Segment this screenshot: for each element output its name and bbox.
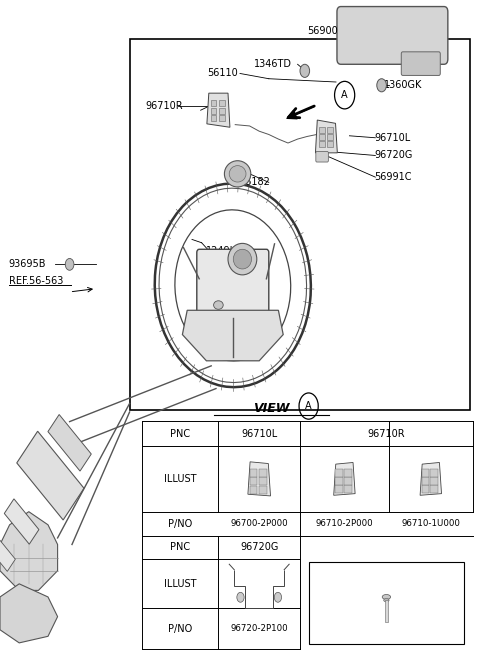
Text: 96720-2P100: 96720-2P100 bbox=[230, 625, 288, 633]
FancyBboxPatch shape bbox=[401, 52, 440, 75]
Bar bbox=[219, 115, 225, 121]
Text: ILLUST: ILLUST bbox=[164, 474, 196, 484]
Text: 96710-1U000: 96710-1U000 bbox=[401, 520, 460, 528]
Bar bbox=[319, 127, 325, 133]
Ellipse shape bbox=[384, 598, 389, 602]
Bar bbox=[319, 134, 325, 140]
Bar bbox=[335, 469, 343, 477]
Circle shape bbox=[65, 258, 74, 270]
Bar bbox=[384, 600, 388, 622]
Text: 96710R: 96710R bbox=[368, 428, 405, 439]
Bar bbox=[327, 141, 333, 147]
Polygon shape bbox=[4, 499, 39, 544]
Bar bbox=[319, 141, 325, 147]
Bar bbox=[421, 485, 429, 493]
Bar bbox=[430, 469, 438, 477]
Ellipse shape bbox=[214, 300, 223, 309]
Text: 96710L: 96710L bbox=[374, 133, 411, 143]
Text: 96720G: 96720G bbox=[240, 543, 278, 552]
Polygon shape bbox=[0, 537, 15, 571]
FancyBboxPatch shape bbox=[337, 7, 448, 64]
Text: 1125KC: 1125KC bbox=[369, 567, 404, 577]
Circle shape bbox=[300, 64, 310, 77]
Bar bbox=[211, 108, 216, 114]
Bar bbox=[421, 469, 429, 477]
Bar bbox=[259, 469, 266, 477]
Polygon shape bbox=[0, 584, 58, 643]
Text: 56110: 56110 bbox=[207, 68, 238, 79]
Text: 96710R: 96710R bbox=[145, 101, 182, 112]
FancyBboxPatch shape bbox=[316, 152, 328, 162]
Text: ILLUST: ILLUST bbox=[164, 579, 196, 588]
Bar bbox=[335, 478, 343, 485]
Polygon shape bbox=[207, 93, 230, 127]
Bar bbox=[344, 478, 351, 485]
Bar bbox=[219, 100, 225, 106]
Polygon shape bbox=[420, 462, 442, 495]
Bar bbox=[250, 469, 257, 477]
Polygon shape bbox=[182, 310, 283, 361]
Bar bbox=[211, 100, 216, 106]
Text: 96710-2P000: 96710-2P000 bbox=[315, 520, 373, 528]
Text: A: A bbox=[305, 401, 312, 411]
Bar bbox=[430, 485, 438, 493]
Bar bbox=[219, 108, 225, 114]
Bar bbox=[259, 486, 266, 494]
Text: A: A bbox=[341, 90, 348, 100]
Bar bbox=[309, 562, 464, 644]
Ellipse shape bbox=[229, 166, 246, 182]
Ellipse shape bbox=[228, 243, 257, 275]
Text: 96720G: 96720G bbox=[374, 150, 413, 161]
Bar bbox=[211, 115, 216, 121]
Text: PNC: PNC bbox=[170, 543, 190, 552]
Text: 96700-2P000: 96700-2P000 bbox=[230, 520, 288, 528]
Bar bbox=[344, 485, 351, 493]
Bar bbox=[421, 478, 429, 485]
Text: REF.56-563: REF.56-563 bbox=[9, 276, 63, 286]
Ellipse shape bbox=[224, 161, 251, 187]
Text: 56900: 56900 bbox=[307, 26, 338, 37]
Polygon shape bbox=[0, 512, 58, 590]
Circle shape bbox=[274, 592, 282, 602]
Text: 1360GK: 1360GK bbox=[384, 80, 422, 91]
Ellipse shape bbox=[233, 249, 252, 269]
Text: 96710L: 96710L bbox=[241, 428, 277, 439]
Bar bbox=[259, 478, 266, 485]
Bar bbox=[335, 485, 343, 493]
Ellipse shape bbox=[382, 594, 391, 600]
Bar bbox=[344, 469, 351, 477]
Polygon shape bbox=[48, 415, 91, 471]
Polygon shape bbox=[334, 462, 355, 495]
Bar bbox=[250, 478, 257, 485]
Text: VIEW: VIEW bbox=[253, 401, 289, 415]
Bar bbox=[327, 134, 333, 140]
Bar bbox=[130, 39, 470, 410]
Text: 56991C: 56991C bbox=[374, 172, 412, 182]
Text: P/NO: P/NO bbox=[168, 519, 192, 529]
Polygon shape bbox=[315, 120, 337, 153]
Polygon shape bbox=[248, 462, 271, 496]
FancyBboxPatch shape bbox=[197, 249, 269, 321]
Bar bbox=[430, 478, 438, 485]
Text: 93695B: 93695B bbox=[9, 259, 46, 270]
Text: PNC: PNC bbox=[170, 428, 190, 439]
Bar bbox=[250, 486, 257, 494]
Text: 1249LD: 1249LD bbox=[206, 245, 244, 256]
Text: P/NO: P/NO bbox=[168, 624, 192, 634]
Text: 56182: 56182 bbox=[239, 177, 270, 188]
Circle shape bbox=[237, 592, 244, 602]
Text: 1346TD: 1346TD bbox=[254, 59, 292, 70]
Polygon shape bbox=[17, 431, 84, 520]
Circle shape bbox=[377, 79, 386, 92]
Text: 56142B: 56142B bbox=[218, 302, 256, 312]
Bar bbox=[327, 127, 333, 133]
